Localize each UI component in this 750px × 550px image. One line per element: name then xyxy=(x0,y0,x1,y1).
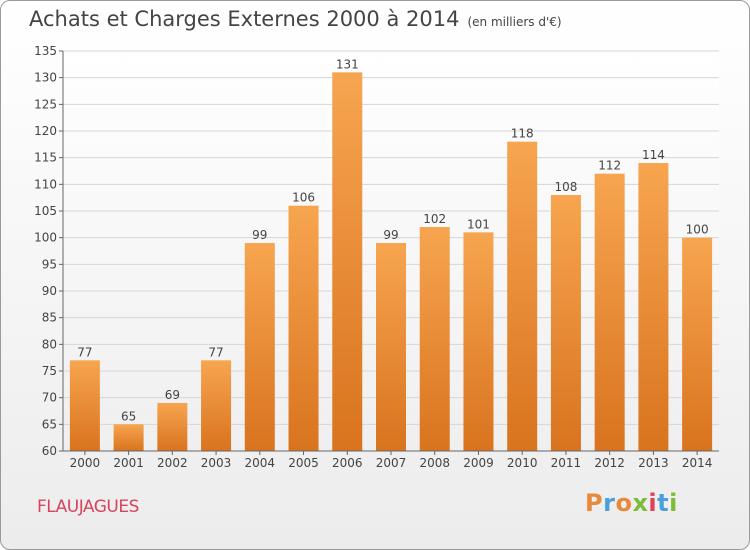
y-tick-label: 75 xyxy=(42,364,57,378)
logo-letter: x xyxy=(632,489,649,517)
data-label-2009: 101 xyxy=(467,217,490,231)
y-tick-label: 80 xyxy=(42,337,57,351)
y-tick-label: 85 xyxy=(42,311,57,325)
x-tick-label-2008: 2008 xyxy=(419,456,450,470)
x-tick-label-2012: 2012 xyxy=(594,456,625,470)
data-label-2004: 99 xyxy=(252,228,267,242)
y-tick-label: 110 xyxy=(34,177,57,191)
bar-2012 xyxy=(594,173,625,451)
bar-2000 xyxy=(69,360,100,451)
bar-2001 xyxy=(113,424,144,451)
data-label-2010: 118 xyxy=(511,127,534,141)
x-tick-label-2014: 2014 xyxy=(682,456,713,470)
bar-2002 xyxy=(157,403,188,451)
data-label-2007: 99 xyxy=(383,228,398,242)
y-tick-label: 70 xyxy=(42,391,57,405)
x-tick-label-2013: 2013 xyxy=(638,456,669,470)
title-unit: (en milliers d'€) xyxy=(467,15,562,29)
x-tick-label-2010: 2010 xyxy=(507,456,538,470)
y-tick-label: 90 xyxy=(42,284,57,298)
y-tick-label: 135 xyxy=(34,44,57,58)
data-label-2012: 112 xyxy=(598,159,621,173)
x-tick-label-2007: 2007 xyxy=(376,456,407,470)
data-label-2014: 100 xyxy=(686,223,709,237)
data-label-2006: 131 xyxy=(336,57,359,71)
x-tick-label-2006: 2006 xyxy=(332,456,363,470)
y-tick-label: 95 xyxy=(42,257,57,271)
data-label-2003: 77 xyxy=(208,345,223,359)
x-tick-label-2004: 2004 xyxy=(245,456,276,470)
bar-layer: 77 65 69 77 99 106 131 99 102 101 118 108 112 114 100 xyxy=(69,57,713,451)
bar-2013 xyxy=(638,163,669,451)
bar-2006 xyxy=(332,72,363,451)
logo-letter: P xyxy=(585,489,604,517)
logo-letter: r xyxy=(603,489,616,517)
y-tick-label: 115 xyxy=(34,151,57,165)
logo-letter: o xyxy=(615,489,633,517)
logo-letter: t xyxy=(657,489,670,517)
bar-2010 xyxy=(507,141,538,451)
data-label-2008: 102 xyxy=(423,212,446,226)
bar-2008 xyxy=(419,227,450,451)
bar-2004 xyxy=(244,243,275,451)
x-tick-label-2011: 2011 xyxy=(551,456,582,470)
bar-2009 xyxy=(463,232,494,451)
y-tick-label: 120 xyxy=(34,124,57,138)
x-tick-label-2005: 2005 xyxy=(288,456,319,470)
y-tick-label: 130 xyxy=(34,71,57,85)
data-label-2011: 108 xyxy=(554,180,577,194)
bar-2003 xyxy=(201,360,232,451)
y-tick-label: 65 xyxy=(42,417,57,431)
bar-2007 xyxy=(376,243,406,451)
data-label-2013: 114 xyxy=(642,148,665,162)
data-label-2001: 65 xyxy=(121,409,136,423)
logo-letter: i xyxy=(648,489,658,517)
x-tick-label-2001: 2001 xyxy=(113,456,144,470)
title-text: Achats et Charges Externes 2000 à 2014 xyxy=(29,7,460,31)
y-tick-label: 105 xyxy=(34,204,57,218)
logo-letter: i xyxy=(669,489,678,517)
commune-name: FLAUJAGUES xyxy=(37,497,139,517)
bar-2011 xyxy=(550,195,581,451)
bar-2014 xyxy=(682,237,713,451)
chart-title: Achats et Charges Externes 2000 à 2014 (e… xyxy=(29,7,562,31)
y-tick-label: 60 xyxy=(42,444,57,458)
data-label-2000: 77 xyxy=(77,345,92,359)
proxiti-logo: Proxiti xyxy=(585,489,678,517)
x-tick-label-2003: 2003 xyxy=(201,456,232,470)
y-tick-label: 125 xyxy=(34,97,57,111)
axis-layer: 60 65 70 75 80 85 90 95 100 105 110 115 120 125 130 135… xyxy=(34,44,719,470)
y-tick-label: 100 xyxy=(34,231,57,245)
x-tick-label-2009: 2009 xyxy=(463,456,494,470)
data-label-2005: 106 xyxy=(292,191,315,205)
x-tick-label-2002: 2002 xyxy=(157,456,188,470)
bar-2005 xyxy=(288,205,319,451)
x-tick-label-2000: 2000 xyxy=(70,456,101,470)
data-label-2002: 69 xyxy=(165,388,180,402)
